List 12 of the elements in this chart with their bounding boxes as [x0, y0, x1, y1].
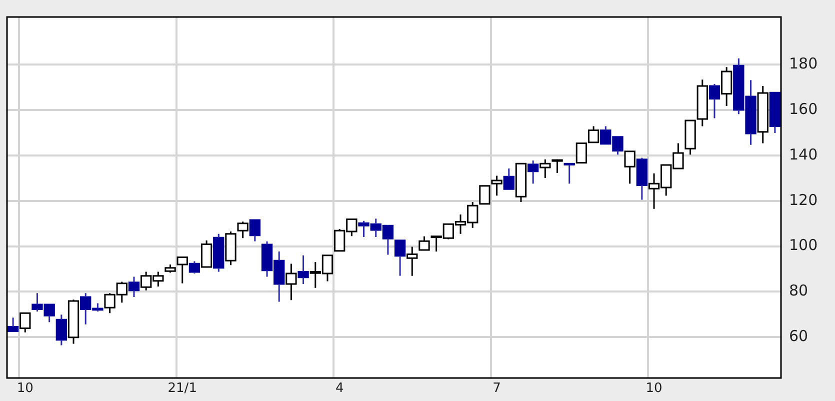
y-tick-label: 100	[789, 236, 818, 254]
x-tick-label: 7	[492, 381, 501, 396]
y-tick-label: 60	[789, 327, 808, 346]
y-tick-label: 140	[789, 145, 818, 164]
y-tick-label: 180	[789, 54, 818, 73]
x-tick-label: 4	[335, 381, 344, 396]
x-tick-label: 21/1	[168, 381, 197, 396]
y-tick-label: 160	[789, 100, 818, 118]
x-tick-label: 10	[646, 381, 662, 396]
x-tick-label: 10	[16, 381, 34, 396]
y-tick-label: 80	[789, 282, 808, 300]
y-tick-label: 120	[789, 190, 818, 209]
